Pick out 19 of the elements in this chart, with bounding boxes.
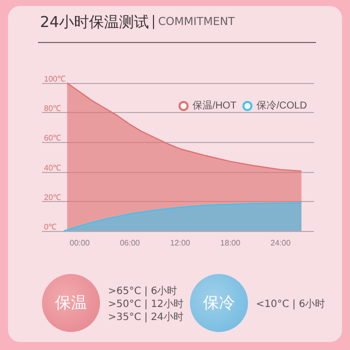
y-tick-label: 60℃	[44, 134, 61, 143]
y-tick-label: 100℃	[44, 74, 66, 84]
x-tick-label: 12:00	[170, 238, 191, 248]
x-tick-label: 00:00	[70, 238, 90, 248]
x-tick-label: 24:00	[270, 238, 292, 248]
legend-label: 保温/HOT	[192, 100, 236, 112]
chart-title: 24小时保温测试	[40, 12, 150, 32]
chart-subtitle: COMMITMENT	[153, 15, 235, 29]
text: <10°C | 6小时	[256, 298, 326, 311]
y-tick-label: 20℃	[44, 192, 61, 202]
text: >35°C | 24小时	[108, 310, 184, 324]
text: >50°C | 12小时	[108, 298, 184, 311]
y-tick-label: 0℃	[44, 222, 56, 232]
x-tick-label: 06:00	[120, 238, 140, 248]
x-tick-label: 18:00	[220, 238, 241, 248]
legend-label: 保冷/COLD	[256, 100, 307, 112]
y-tick-label: 40℃	[44, 163, 61, 172]
text: >65°C | 6小时	[108, 284, 178, 298]
y-tick-label: 80℃	[44, 104, 61, 114]
